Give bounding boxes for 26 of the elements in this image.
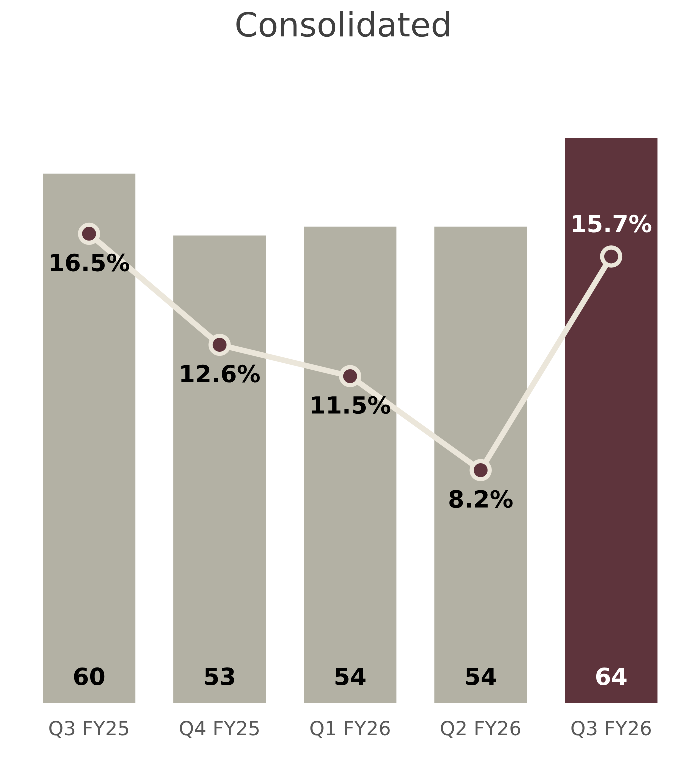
data-label: 11.5%: [312, 396, 391, 414]
data-label: 54: [336, 668, 366, 686]
bar: [433, 226, 529, 704]
x-tick-label: Q3 FY25: [50, 721, 128, 738]
point: [470, 459, 492, 482]
data-label: 8.2%: [450, 490, 513, 508]
bar: [564, 137, 660, 704]
point: [600, 246, 623, 268]
chart-title: Consolidated: [236, 11, 450, 38]
bar: [42, 172, 137, 704]
data-label: 12.6%: [182, 364, 260, 383]
x-tick-label: Q4 FY25: [180, 721, 259, 738]
data-label: 64: [596, 668, 627, 686]
x-tick-label: Q2 FY26: [441, 721, 521, 738]
x-tick-label: Q1 FY26: [310, 721, 390, 738]
data-label: 15.7%: [573, 214, 652, 233]
data-label: 16.5%: [51, 254, 130, 272]
point: [339, 365, 362, 388]
x-tick-label: Q3 FY26: [572, 721, 652, 738]
bar: [302, 226, 398, 704]
data-label: 54: [466, 668, 496, 686]
point: [208, 334, 231, 356]
bar: [172, 234, 268, 704]
point: [78, 222, 100, 246]
data-label: 60: [74, 668, 105, 686]
data-label: 53: [205, 668, 234, 686]
